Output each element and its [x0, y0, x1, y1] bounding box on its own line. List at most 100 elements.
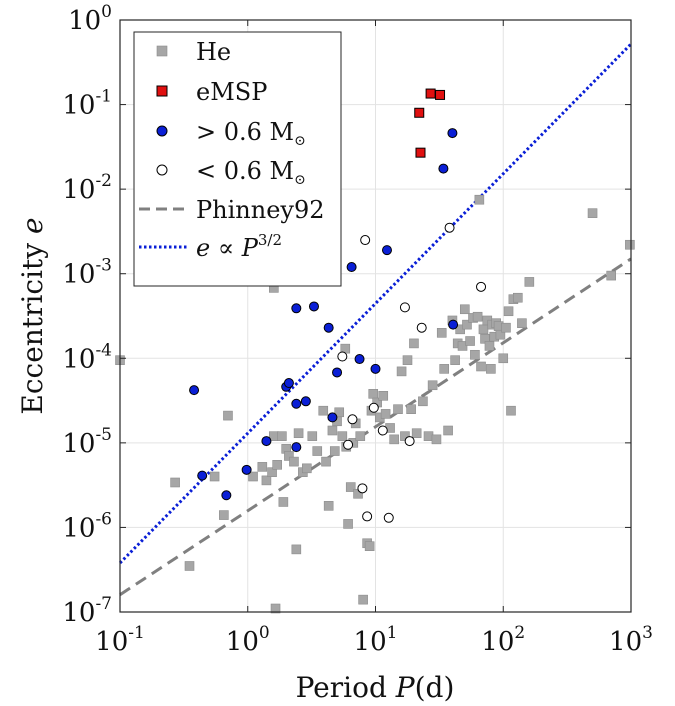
axis-ticks — [119, 19, 632, 613]
light-companion-point — [357, 483, 368, 494]
emsp-point — [425, 88, 436, 99]
he-point — [267, 467, 277, 477]
legend-label-light: < 0.6 M⊙ — [196, 157, 306, 188]
he-point — [291, 544, 302, 555]
he-point — [284, 451, 294, 461]
he-point — [498, 353, 509, 364]
x-tick-label: 10-1 — [95, 623, 145, 657]
he-point — [396, 366, 407, 377]
he-point — [364, 541, 375, 551]
x-tick-label: 103 — [609, 623, 653, 657]
light-companion-point — [362, 511, 373, 522]
light-companion-point — [383, 512, 394, 523]
he-point — [272, 460, 282, 470]
he-point — [462, 319, 472, 330]
he-point — [486, 364, 496, 374]
legend-label-he: He — [196, 38, 231, 66]
he-point — [257, 462, 268, 472]
he-point — [307, 431, 318, 441]
light-companion-point — [368, 402, 379, 413]
he-point — [406, 404, 416, 415]
he-point — [625, 239, 635, 250]
massive-companion-point — [291, 303, 302, 314]
he-point — [389, 434, 399, 445]
light-companion-point — [343, 439, 354, 450]
legend-marker-light — [156, 164, 168, 176]
legend-entry-emsp: eMSP — [156, 78, 267, 106]
he-point — [474, 194, 485, 205]
he-point — [329, 446, 340, 456]
massive-companion-point — [370, 363, 381, 374]
legend-entry-light: < 0.6 M⊙ — [156, 157, 306, 188]
he-point — [170, 477, 180, 488]
he-point — [587, 208, 598, 218]
legend-box — [133, 31, 342, 287]
he-point — [312, 446, 323, 456]
he-point — [302, 463, 312, 474]
massive-companion-point — [448, 319, 459, 330]
he-point — [606, 270, 617, 281]
he-point — [431, 434, 442, 445]
massive-companion-point — [447, 128, 458, 139]
he-point — [495, 329, 506, 340]
light-companion-point — [399, 302, 410, 313]
he-point — [219, 510, 229, 520]
he-point — [418, 396, 428, 407]
massive-companion-point — [327, 412, 338, 423]
legend-marker-he — [156, 45, 168, 57]
massive-companion-point — [438, 163, 449, 174]
massive-companion-point — [346, 262, 357, 273]
he-point — [472, 311, 483, 322]
light-companion-point — [337, 351, 348, 362]
light-companion-point — [404, 436, 415, 447]
legend-label-massive: > 0.6 M⊙ — [196, 118, 306, 149]
massive-companion-point — [261, 436, 272, 447]
y-tick-label: 10-6 — [62, 509, 112, 543]
massive-companion-point — [381, 245, 392, 256]
massive-companion-point — [354, 354, 365, 365]
he-point — [184, 561, 195, 571]
data-points — [115, 88, 635, 614]
legend-label-power-law: e ∝ P3/2 — [196, 231, 282, 262]
he-point — [427, 380, 438, 391]
he-point — [506, 405, 516, 416]
y-tick-label: 10-3 — [62, 256, 112, 290]
legend-marker-massive — [156, 125, 168, 137]
massive-companion-point — [241, 464, 252, 475]
he-point — [476, 361, 486, 372]
y-tick-label: 10-2 — [62, 171, 112, 205]
light-companion-point — [360, 235, 371, 246]
emsp-point — [435, 89, 446, 100]
he-point — [443, 425, 453, 436]
light-companion-point — [416, 322, 427, 333]
he-point — [439, 364, 450, 374]
he-point — [378, 391, 389, 401]
he-point — [457, 341, 468, 351]
massive-companion-point — [283, 378, 294, 389]
legend-marker-emsp — [156, 85, 168, 97]
he-point — [345, 482, 356, 492]
x-tick-label: 100 — [226, 623, 270, 657]
he-point — [393, 404, 403, 415]
he-point — [321, 456, 331, 467]
y-tick-label: 100 — [68, 2, 112, 36]
he-point — [478, 324, 489, 335]
massive-companion-point — [291, 442, 302, 453]
he-point — [501, 322, 511, 333]
he-point — [484, 341, 495, 351]
he-point — [380, 409, 391, 419]
he-point — [223, 410, 233, 421]
he-point — [436, 328, 447, 338]
light-companion-point — [377, 425, 388, 436]
y-tick-labels: 10-7 10-6 10-5 10-4 10-3 10-2 10-1 100 — [62, 2, 112, 628]
x-axis-label: Period P(d) — [296, 671, 455, 704]
he-point — [409, 338, 419, 349]
x-tick-label: 101 — [354, 623, 398, 657]
he-point — [277, 431, 287, 441]
he-point — [402, 355, 413, 365]
y-tick-label: 10-7 — [62, 594, 112, 628]
he-point — [368, 389, 379, 399]
x-tick-labels: 10-1 100 101 102 103 — [95, 623, 653, 657]
phinney92-line — [119, 257, 632, 596]
massive-companion-point — [300, 396, 311, 407]
